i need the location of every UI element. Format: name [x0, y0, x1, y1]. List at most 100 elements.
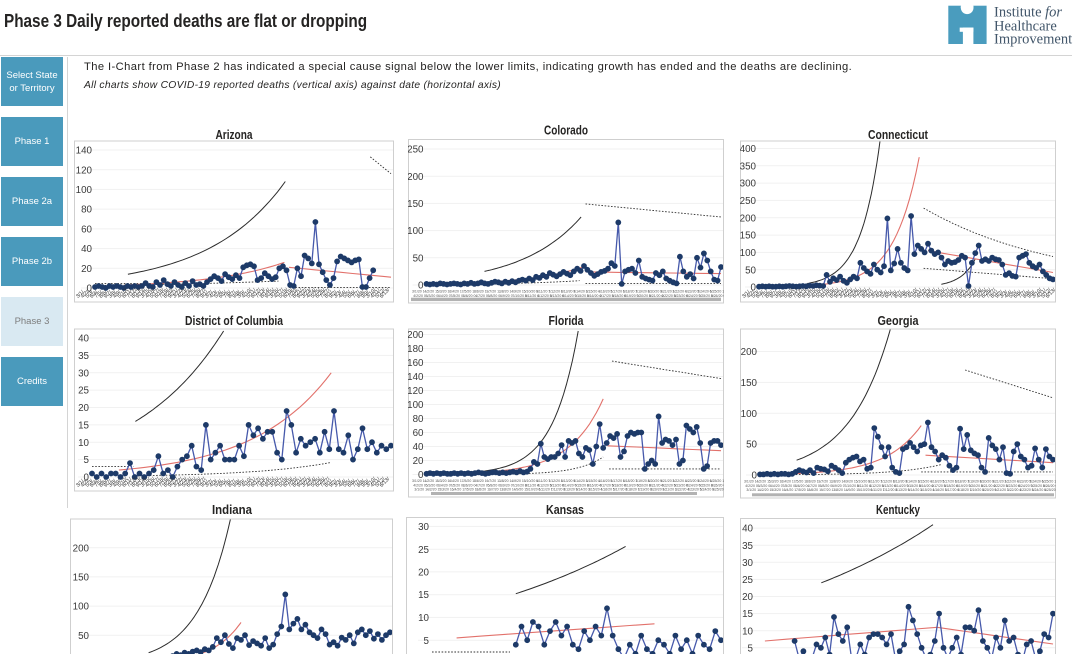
svg-text:5/17/20 1…: 5/17/20 1… — [610, 290, 629, 294]
svg-text:5/3/20 0…: 5/3/20 0… — [426, 294, 443, 298]
svg-text:50: 50 — [78, 631, 89, 642]
svg-text:9/7/20 1…: 9/7/20 1… — [489, 488, 506, 492]
svg-text:9/7/: 9/7/ — [103, 478, 114, 489]
svg-text:50: 50 — [746, 440, 757, 451]
svg-text:5/17/20 1…: 5/17/20 1… — [942, 480, 961, 484]
svg-text:4/17/20 0…: 4/17/20 0… — [599, 294, 618, 298]
svg-text:3/2/: 3/2/ — [870, 289, 881, 300]
svg-text:3/15/20 1…: 3/15/20 1… — [588, 488, 607, 492]
svg-text:5/8/20 0…: 5/8/20 0… — [820, 484, 837, 488]
svg-text:6/19/20 0…: 6/19/20 0… — [956, 484, 975, 488]
svg-text:250: 250 — [408, 145, 424, 156]
svg-text:15: 15 — [78, 421, 89, 432]
svg-text:8/6/: 8/6/ — [764, 289, 775, 300]
svg-text:3/22/20 1…: 3/22/20 1… — [672, 479, 691, 483]
svg-text:6/4/20 1…: 6/4/20 1… — [449, 479, 466, 483]
svg-text:5/5/: 5/5/ — [342, 289, 353, 300]
svg-text:100: 100 — [741, 409, 758, 420]
svg-text:6/4/: 6/4/ — [755, 289, 766, 300]
svg-text:9/9/: 9/9/ — [360, 478, 371, 489]
svg-text:Georgia: Georgia — [878, 314, 920, 328]
svg-text:4/7/20 0…: 4/7/20 0… — [475, 294, 492, 298]
svg-text:4/23/20 1…: 4/23/20 1… — [687, 488, 706, 492]
svg-text:6/18/20 1…: 6/18/20 1… — [957, 488, 976, 492]
svg-text:7/25/20 0…: 7/25/20 0… — [698, 484, 717, 488]
svg-text:5/18/20 0…: 5/18/20 0… — [612, 294, 631, 298]
svg-text:9/9/: 9/9/ — [1026, 289, 1037, 300]
svg-text:20: 20 — [742, 592, 753, 603]
svg-text:200: 200 — [741, 347, 758, 358]
svg-text:3/8/20 1…: 3/8/20 1… — [499, 290, 516, 294]
svg-text:7/5/20 1…: 7/5/20 1… — [796, 488, 813, 492]
svg-text:7/20/20 0…: 7/20/20 0… — [636, 294, 655, 298]
svg-text:140: 140 — [408, 372, 424, 383]
svg-text:150: 150 — [73, 573, 90, 584]
svg-text:6/14/20 0…: 6/14/20 0… — [562, 294, 581, 298]
svg-text:30: 30 — [742, 558, 753, 569]
svg-text:25: 25 — [418, 545, 429, 556]
svg-text:4/2/20 0…: 4/2/20 0… — [745, 484, 762, 488]
svg-text:80: 80 — [413, 414, 424, 425]
svg-text:4/12/20 0…: 4/12/20 0… — [869, 484, 888, 488]
svg-text:6/6/: 6/6/ — [1013, 289, 1024, 300]
svg-text:300: 300 — [740, 179, 757, 190]
svg-text:7/15/20 0…: 7/15/20 0… — [906, 484, 925, 488]
svg-text:4/22/20 0…: 4/22/20 0… — [661, 484, 680, 488]
svg-text:8/13/20 1…: 8/13/20 1… — [561, 479, 580, 483]
svg-text:3/1/20 1…: 3/1/20 1… — [744, 480, 761, 484]
svg-text:8/7/: 8/7/ — [227, 478, 238, 489]
svg-text:5: 5 — [84, 455, 90, 466]
svg-text:4/2/20 0…: 4/2/20 0… — [413, 484, 430, 488]
svg-text:80: 80 — [81, 205, 92, 216]
svg-text:5: 5 — [748, 643, 754, 654]
svg-text:7/19/20 1…: 7/19/20 1… — [967, 480, 986, 484]
svg-text:3/1/20 1…: 3/1/20 1… — [412, 479, 429, 483]
svg-text:35: 35 — [78, 351, 89, 362]
svg-text:7/5/20 0…: 7/5/20 0… — [782, 484, 799, 488]
svg-text:350: 350 — [740, 161, 757, 172]
svg-text:8/11/20 0…: 8/11/20 0… — [857, 484, 875, 488]
svg-text:Healthcare: Healthcare — [994, 19, 1057, 35]
svg-text:Connecticut: Connecticut — [868, 128, 929, 142]
svg-text:6/11/20 1…: 6/11/20 1… — [536, 290, 554, 294]
svg-text:4/2/: 4/2/ — [746, 289, 757, 300]
svg-text:5/3/: 5/3/ — [84, 478, 95, 489]
svg-text:7/5/20 1…: 7/5/20 1… — [464, 488, 481, 492]
svg-text:5/3/20 0…: 5/3/20 0… — [758, 484, 775, 488]
svg-text:5: 5 — [424, 636, 430, 647]
svg-text:6/18/20 1…: 6/18/20 1… — [623, 479, 642, 483]
svg-text:8/13/20 1…: 8/13/20 1… — [893, 480, 912, 484]
svg-text:9/1/: 9/1/ — [199, 478, 210, 489]
svg-text:5/4/: 5/4/ — [213, 478, 224, 489]
svg-text:7/12/20 1…: 7/12/20 1… — [551, 488, 570, 492]
svg-text:8/7/: 8/7/ — [227, 289, 238, 300]
svg-text:5/24/20 1…: 5/24/20 1… — [700, 488, 719, 492]
svg-text:3/15/20 1…: 3/15/20 1… — [586, 290, 605, 294]
svg-text:140: 140 — [76, 146, 93, 157]
svg-text:6/5/: 6/5/ — [218, 289, 229, 300]
svg-text:15: 15 — [742, 609, 753, 620]
svg-text:7/5/20 1…: 7/5/20 1… — [794, 480, 811, 484]
svg-text:6/4/20 1…: 6/4/20 1… — [452, 488, 469, 492]
svg-text:7/5/20 0…: 7/5/20 0… — [450, 484, 467, 488]
svg-text:Improvement: Improvement — [994, 32, 1072, 47]
svg-text:5/23/20 0…: 5/23/20 0… — [1006, 484, 1025, 488]
svg-text:6/5/: 6/5/ — [218, 478, 229, 489]
svg-text:3/3/: 3/3/ — [333, 289, 344, 300]
svg-text:4/2/20 1…: 4/2/20 1… — [759, 488, 776, 492]
svg-text:3/9/: 3/9/ — [902, 289, 913, 300]
svg-text:4/2/20 1…: 4/2/20 1… — [427, 488, 444, 492]
svg-text:6/24/20 0…: 6/24/20 0… — [1018, 484, 1037, 488]
svg-text:4/16/20 1…: 4/16/20 1… — [598, 479, 617, 483]
svg-text:3/3/: 3/3/ — [999, 289, 1010, 300]
svg-text:3/8/20 1…: 3/8/20 1… — [833, 488, 850, 492]
svg-text:6/9/20 0…: 6/9/20 0… — [500, 484, 517, 488]
svg-text:8/20/20 1…: 8/20/20 1… — [980, 480, 999, 484]
svg-text:5/18/20 0…: 5/18/20 0… — [944, 484, 963, 488]
svg-text:5/17/20 1…: 5/17/20 1… — [945, 488, 964, 492]
svg-text:4/3/: 4/3/ — [209, 289, 220, 300]
svg-text:4/16/20 1…: 4/16/20 1… — [932, 488, 951, 492]
svg-text:25: 25 — [78, 386, 89, 397]
svg-text:8/16/20 0…: 8/16/20 0… — [587, 484, 606, 488]
svg-text:8/6/20 0…: 8/6/20 0… — [463, 484, 480, 488]
